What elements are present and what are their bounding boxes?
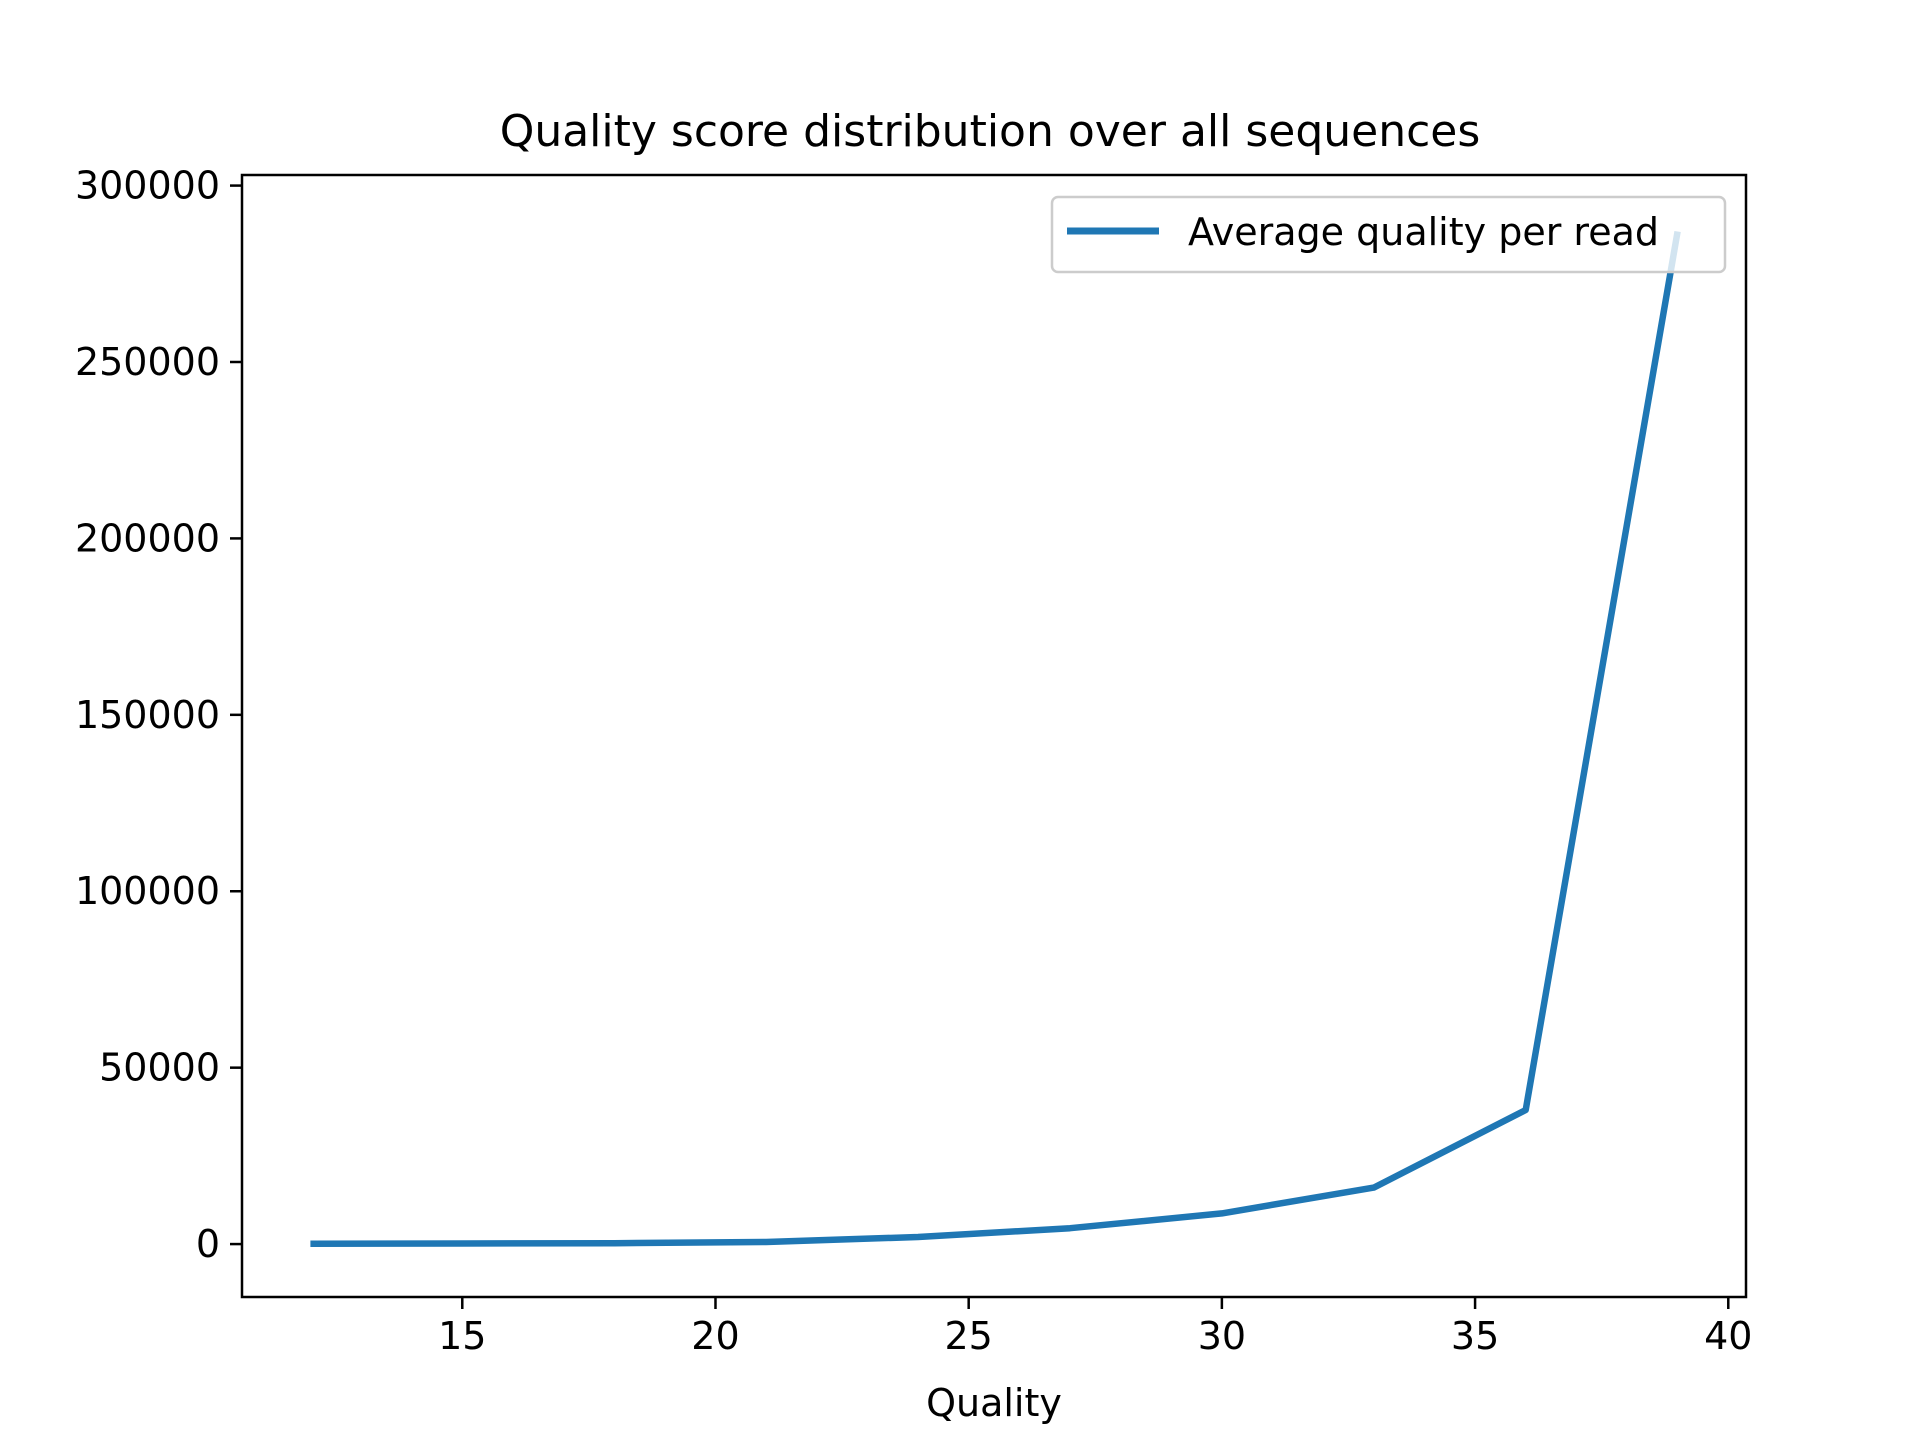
legend: Average quality per read [1050, 195, 1727, 274]
y-tick-label: 150000 [75, 693, 220, 737]
y-axis: 0 50000 100000 150000 200000 250000 300000 [75, 164, 242, 1266]
x-tick-label: 35 [1451, 1314, 1499, 1358]
y-tick-label: 300000 [75, 164, 220, 208]
series-line-0 [310, 230, 1681, 1247]
series-layer [310, 230, 1681, 1247]
x-axis: 15 20 25 30 35 40 [438, 1297, 1752, 1358]
y-tick-label: 200000 [75, 516, 220, 560]
x-tick-label: 15 [438, 1314, 486, 1358]
y-tick-label: 250000 [75, 340, 220, 384]
chart-title: Quality score distribution over all sequ… [500, 106, 1481, 157]
y-tick-label: 100000 [75, 869, 220, 913]
y-tick-label: 0 [196, 1222, 220, 1266]
y-tick-label: 50000 [99, 1046, 220, 1090]
plot-frame [240, 173, 1748, 1299]
x-axis-label: Quality [926, 1381, 1062, 1425]
x-tick-label: 25 [945, 1314, 993, 1358]
legend-box [1050, 195, 1727, 274]
legend-label: Average quality per read [1188, 210, 1659, 254]
x-tick-label: 40 [1704, 1314, 1752, 1358]
x-tick-label: 20 [691, 1314, 739, 1358]
x-tick-label: 30 [1198, 1314, 1246, 1358]
